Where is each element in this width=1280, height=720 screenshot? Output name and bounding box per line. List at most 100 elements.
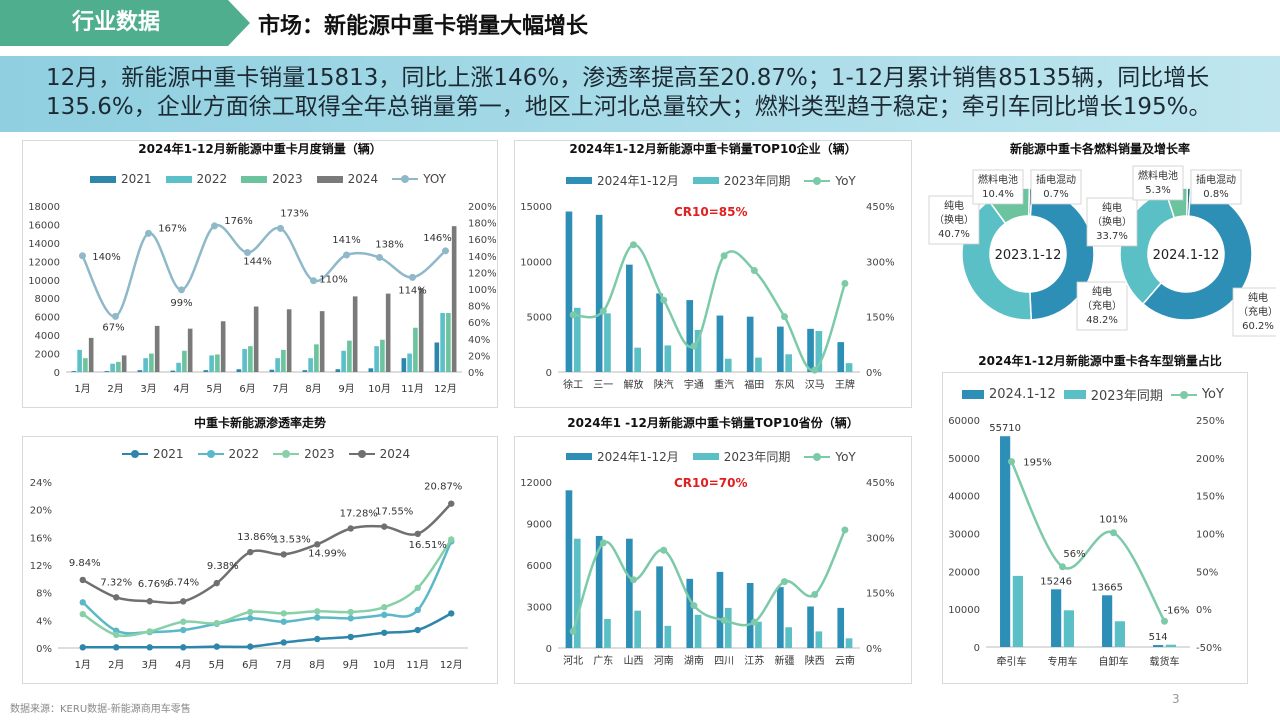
- bar-2024年1-12月: [565, 490, 573, 648]
- bar-2024: [88, 337, 94, 372]
- yoy-data-label: 195%: [1023, 458, 1052, 469]
- series-line-2021: [82, 612, 452, 649]
- yoy-point: [750, 618, 758, 626]
- y2-tick-label: 150%: [1196, 492, 1225, 503]
- bar-2023年同期: [634, 610, 641, 648]
- y-tick-label: 24%: [30, 478, 52, 489]
- y2-tick-label: 180%: [468, 219, 497, 230]
- x-tick-label: 3月: [142, 659, 158, 671]
- y-tick-label: 60000: [948, 416, 980, 427]
- x-tick-label: 12月: [440, 659, 463, 671]
- series-point-2023: [314, 608, 321, 615]
- x-tick-label: 专用车: [1048, 655, 1078, 668]
- legend-monthly: 2021 2022 2023 2024 YOY: [90, 172, 460, 186]
- yoy-data-label: 99%: [170, 298, 192, 309]
- x-tick-label: 7月: [276, 659, 292, 671]
- bar-2023: [413, 327, 418, 372]
- x-tick-label: 牵引车: [997, 655, 1027, 668]
- x-tick-label: 11月: [401, 383, 424, 395]
- bar-2023年同期: [1165, 644, 1176, 647]
- series-point-2021: [314, 635, 321, 643]
- x-tick-label: 9月: [343, 659, 359, 671]
- legend-item-yoy: YoY: [1170, 387, 1224, 402]
- y-tick-label: 12000: [28, 257, 60, 268]
- yoy-data-label: 114%: [398, 285, 427, 296]
- yoy-point: [750, 267, 758, 275]
- bar-2022: [341, 350, 346, 372]
- x-tick-label: 2月: [108, 659, 124, 671]
- bar-2024: [187, 328, 193, 372]
- bar-2021: [401, 358, 407, 372]
- bar-2023年同期: [785, 354, 792, 372]
- yoy-point: [1008, 458, 1015, 466]
- legend-item-2024: 2024年1-12月: [566, 172, 679, 189]
- bar-2021: [236, 369, 242, 372]
- bar-2023年同期: [755, 621, 762, 648]
- series-point-2024: [113, 594, 120, 601]
- bar-2024.1-12: [1051, 589, 1062, 647]
- bar-2024年1-12月: [837, 342, 845, 372]
- legend-item-2021: 2021: [90, 172, 152, 186]
- x-tick-label: 徐工: [563, 378, 583, 391]
- series-point-2024: [280, 551, 287, 558]
- yoy-point: [811, 366, 819, 374]
- pie-slice-label: （换电）: [1092, 215, 1132, 228]
- y-tick-label: 9000: [527, 520, 552, 531]
- bar-2022: [374, 346, 379, 372]
- y-tick-label: 16%: [30, 533, 52, 544]
- x-tick-label: 宇通: [684, 378, 704, 391]
- yoy-data-label: 138%: [375, 239, 404, 250]
- legend-item-2022: 2022: [197, 447, 259, 461]
- bar-2022: [143, 358, 148, 372]
- y2-tick-label: 150%: [866, 313, 895, 324]
- bar-2024.1-12: [1102, 595, 1113, 647]
- y-tick-label: 6000: [527, 561, 552, 572]
- data-label-2024: 17.55%: [375, 507, 413, 518]
- yoy-line: [571, 529, 847, 632]
- y-tick-label: 8%: [36, 589, 52, 600]
- bar-2024: [352, 296, 358, 372]
- bar-2023年同期: [694, 614, 702, 648]
- legend-item-2024: 2024: [348, 447, 410, 461]
- y-tick-label: 0: [54, 368, 60, 379]
- y2-tick-label: 300%: [866, 533, 895, 544]
- series-point-2022: [180, 626, 187, 634]
- bar-2022: [176, 362, 181, 372]
- bar-2024年1-12月: [626, 538, 633, 648]
- series-point-2024: [448, 500, 455, 507]
- pie-slice-label: （充电）: [1238, 305, 1276, 318]
- y-tick-label: 6000: [35, 313, 60, 324]
- legend-item-yoy: YoY: [804, 174, 856, 188]
- x-tick-label: 江苏: [744, 654, 764, 667]
- yoy-point: [599, 307, 607, 315]
- x-tick-label: 8月: [309, 659, 325, 671]
- bar-2024年1-12月: [746, 582, 754, 648]
- chart-title-monthly: 2024年1-12月新能源中重卡月度销量（辆）: [138, 142, 382, 156]
- x-tick-label: 12月: [434, 383, 457, 395]
- y-tick-label: 4000: [35, 331, 60, 342]
- yoy-data-label: 173%: [280, 208, 309, 219]
- bar-2024年1-12月: [686, 578, 694, 648]
- page-title: 市场：新能源中重卡销量大幅增长: [258, 14, 589, 39]
- bar-2022: [209, 355, 214, 372]
- yoy-point: [1110, 529, 1117, 537]
- legend-item-2023: 2023: [273, 447, 335, 461]
- yoy-data-label: 144%: [243, 256, 272, 267]
- bar-2021: [104, 371, 110, 372]
- bar-2023年同期: [573, 538, 581, 648]
- pie-label-box: [928, 195, 980, 245]
- pie-center-label: 2024.1-12: [1153, 248, 1220, 263]
- bar-2023年同期: [724, 607, 732, 648]
- bar-2023年同期: [815, 631, 823, 648]
- legend-penetration: 2021 2022 2023 2024: [122, 447, 424, 461]
- bar-2024年1-12月: [565, 211, 573, 372]
- legend-companies: 2024年1-12月 2023年同期 YoY: [566, 172, 870, 189]
- legend-item-2023: 2023: [241, 172, 303, 186]
- yoy-point: [211, 222, 218, 230]
- yoy-data-label: 140%: [92, 252, 121, 263]
- pie-slice-label: 5.3%: [1145, 185, 1170, 196]
- panel-penetration: [22, 436, 498, 684]
- y2-tick-label: 100%: [1196, 530, 1225, 541]
- bar-2024年1-12月: [716, 571, 724, 648]
- bar-2023: [149, 353, 154, 372]
